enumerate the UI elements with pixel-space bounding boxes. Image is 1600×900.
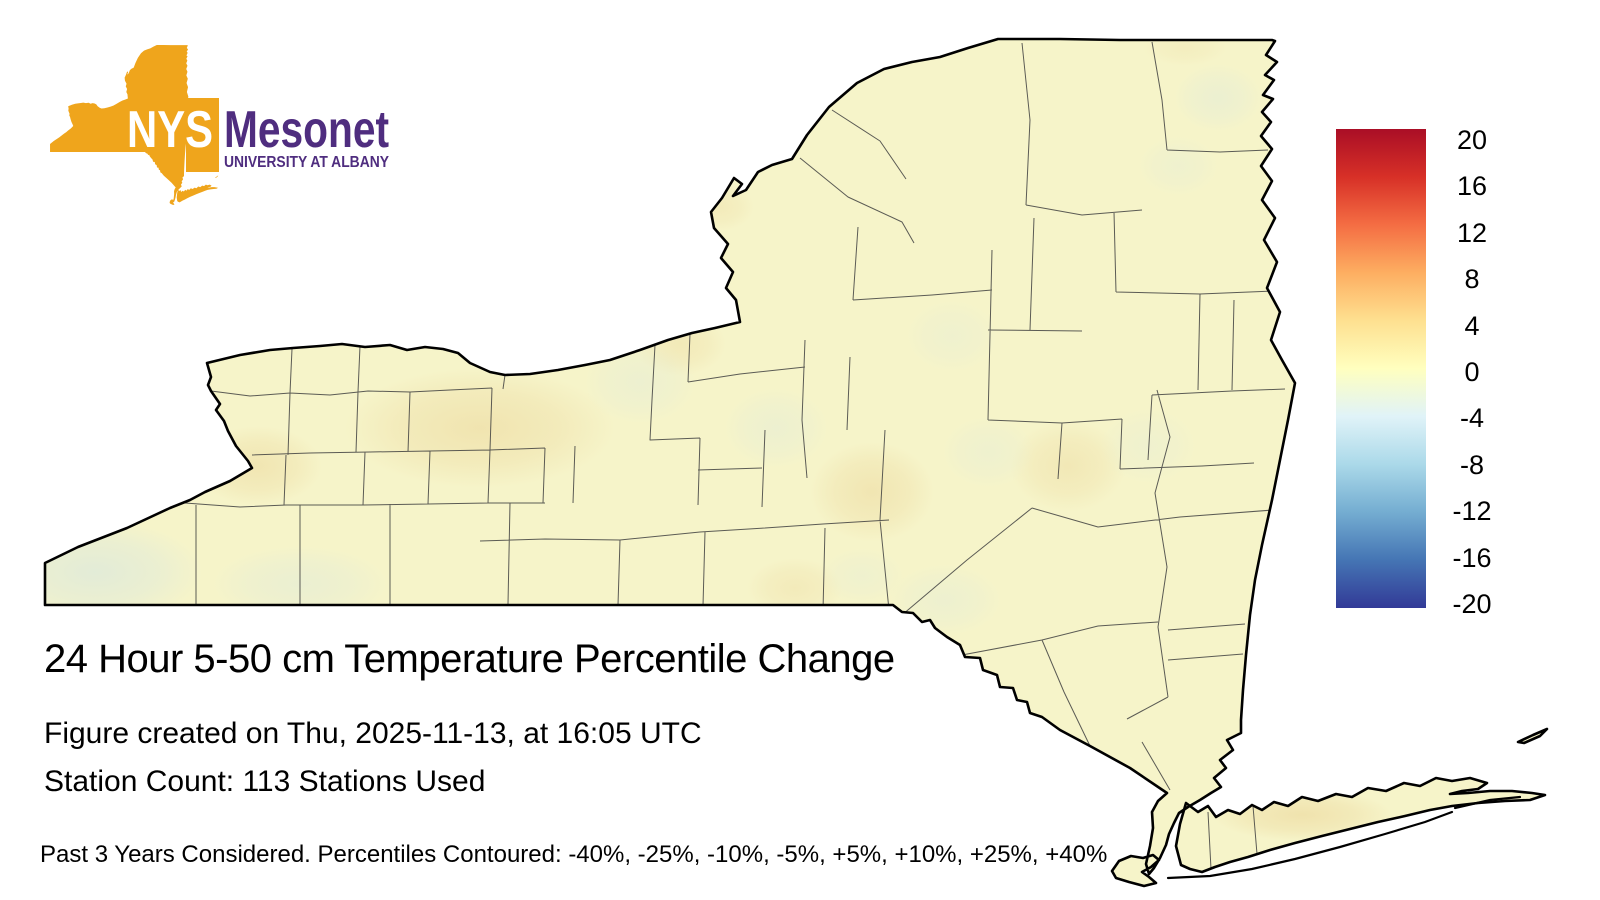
colorbar-gradient <box>1336 129 1426 608</box>
colorbar-tick-label: -4 <box>1459 403 1484 433</box>
figure-footnote: Past 3 Years Considered. Percentiles Con… <box>40 841 1108 868</box>
colorbar-tick-label: 0 <box>1464 357 1480 387</box>
colorbar-tick-label: -20 <box>1452 589 1492 619</box>
colorbar-tick-label: 4 <box>1464 311 1480 341</box>
figure-title: 24 Hour 5-50 cm Temperature Percentile C… <box>44 637 895 681</box>
county-borders <box>184 41 1286 870</box>
figure-created-line: Figure created on Thu, 2025-11-13, at 16… <box>44 717 702 750</box>
logo-name: Mesonet <box>224 101 389 159</box>
colorbar-tick-label: 16 <box>1456 171 1488 201</box>
colorbar-tick-label: 12 <box>1456 218 1488 248</box>
colorbar-tick-label: 20 <box>1456 125 1488 155</box>
colorbar-tick-label: -16 <box>1452 543 1492 573</box>
colorbar-tick-label: -8 <box>1459 450 1484 480</box>
logo-tagline: UNIVERSITY AT ALBANY <box>224 154 390 171</box>
colorbar-tick-label: -12 <box>1452 496 1492 526</box>
barrier-islands <box>1166 795 1522 880</box>
station-count-line: Station Count: 113 Stations Used <box>44 765 486 798</box>
logo-state-bar <box>186 98 219 172</box>
logo-acronym: NYS <box>127 101 213 159</box>
colorbar-tick-label: 8 <box>1464 264 1480 294</box>
nys-mesonet-logo: NYS Mesonet UNIVERSITY AT ALBANY <box>50 44 390 206</box>
warm-anomaly-patches <box>194 39 1392 841</box>
